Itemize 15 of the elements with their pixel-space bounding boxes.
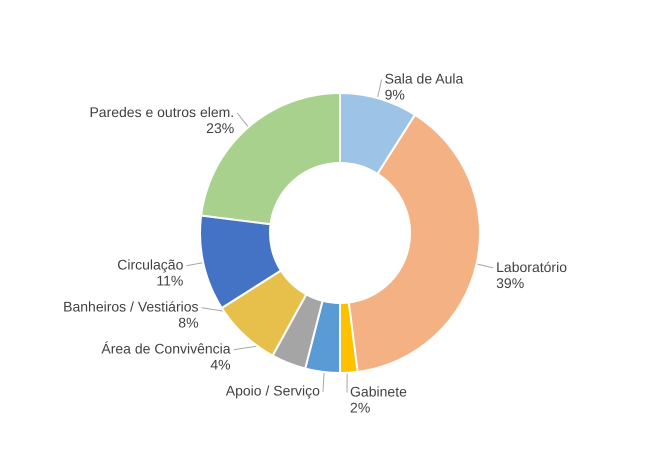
slice-label: Sala de Aula (384, 70, 464, 86)
slice-label: Área de Convivência (101, 340, 231, 357)
data-label: 11% (156, 272, 184, 289)
data-label: 39% (496, 274, 524, 291)
slice-label: Apoio / Serviço (226, 382, 320, 399)
slice-label: Laboratório (496, 258, 568, 275)
data-label: 23% (206, 120, 234, 136)
slice-label: Banheiros / Vestiários (63, 298, 199, 315)
data-label: 2% (350, 400, 370, 416)
slice-label: Circulação (117, 256, 184, 273)
slice-label: Gabinete (350, 384, 408, 400)
data-label: 4% (210, 356, 231, 373)
data-label: 8% (178, 314, 199, 331)
slice-label: Paredes e outros elem. (89, 104, 234, 120)
data-label: 9% (384, 86, 405, 102)
